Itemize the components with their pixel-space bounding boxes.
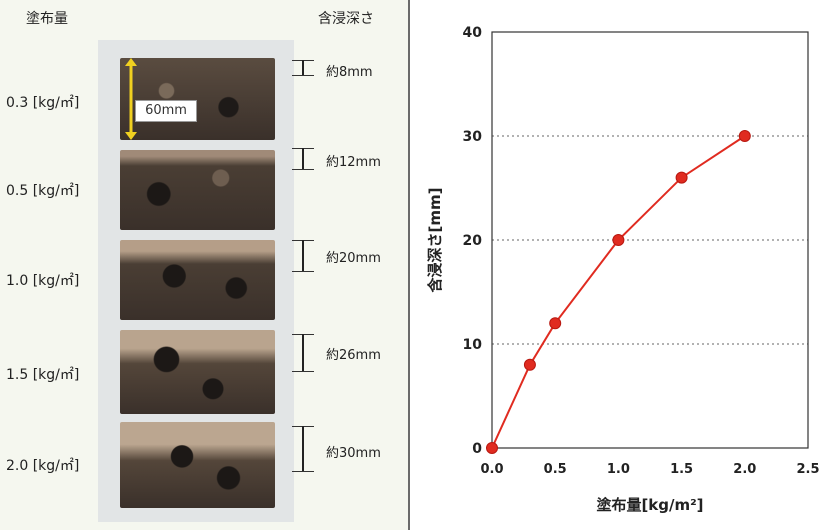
panel-divider xyxy=(408,0,410,530)
x-axis-label: 塗布量[kg/m²] xyxy=(596,496,703,514)
y-tick-label-1: 10 xyxy=(463,337,483,353)
depth-bracket-0 xyxy=(292,60,314,76)
depth-label-2: 約20mm xyxy=(326,251,381,266)
sample-height-label: 60mm xyxy=(135,100,197,122)
rate-label-3: 1.5 [kg/㎡] xyxy=(6,367,80,383)
x-tick-label-3: 1.5 xyxy=(670,462,693,477)
data-point-0 xyxy=(486,442,498,454)
concrete-sample-0 xyxy=(120,58,275,140)
depth-chart: 0 10 20 30 40 0.0 0.5 1.0 1.5 2.0 2.5 塗布量[kg/m²] 含浸深… xyxy=(426,25,820,514)
y-tick-label-3: 30 xyxy=(463,129,483,145)
depth-label-0: 約8mm xyxy=(326,65,373,80)
y-tick-label-4: 40 xyxy=(463,25,483,41)
data-point-3 xyxy=(612,234,625,246)
rate-label-4: 2.0 [kg/㎡] xyxy=(6,458,80,474)
depth-label-1: 約12mm xyxy=(326,155,381,170)
concrete-sample-3 xyxy=(120,330,275,414)
series-line xyxy=(491,135,746,449)
x-tick-label-5: 2.5 xyxy=(796,462,819,477)
concrete-sample-1 xyxy=(120,150,275,230)
depth-bracket-3 xyxy=(292,334,314,372)
depth-bracket-4 xyxy=(292,426,314,472)
chart-panel: 0 10 20 30 40 0.0 0.5 1.0 1.5 2.0 2.5 塗布量[kg/m²] 含浸深… xyxy=(410,0,832,530)
data-point-1 xyxy=(523,358,536,371)
header-impregnation-depth: 含浸深さ xyxy=(318,11,374,27)
concrete-sample-4 xyxy=(120,422,275,508)
data-point-4 xyxy=(675,171,688,184)
x-tick-label-2: 1.0 xyxy=(607,462,630,477)
sample-photo-panel: 塗布量 含浸深さ 0.3 [kg/㎡] 0.5 [kg/㎡] 1.0 [kg/㎡… xyxy=(0,0,408,530)
concrete-sample-2 xyxy=(120,240,275,320)
x-tick-label-4: 2.0 xyxy=(733,462,756,477)
y-axis-label: 含浸深さ[mm] xyxy=(426,188,444,293)
data-point-2 xyxy=(549,317,562,330)
data-point-5 xyxy=(738,130,751,142)
plot-frame xyxy=(491,31,809,449)
y-tick-label-0: 0 xyxy=(472,441,482,457)
depth-label-4: 約30mm xyxy=(326,446,381,461)
x-tick-label-0: 0.0 xyxy=(480,462,503,477)
rate-label-1: 0.5 [kg/㎡] xyxy=(6,183,80,199)
rate-label-2: 1.0 [kg/㎡] xyxy=(6,273,80,289)
y-tick-label-2: 20 xyxy=(463,233,483,249)
sample-height-arrow xyxy=(125,58,137,140)
depth-label-3: 約26mm xyxy=(326,348,381,363)
x-tick-label-1: 0.5 xyxy=(544,462,567,477)
depth-bracket-1 xyxy=(292,148,314,170)
depth-bracket-2 xyxy=(292,240,314,272)
rate-label-0: 0.3 [kg/㎡] xyxy=(6,95,80,111)
header-application-rate: 塗布量 xyxy=(26,11,68,27)
